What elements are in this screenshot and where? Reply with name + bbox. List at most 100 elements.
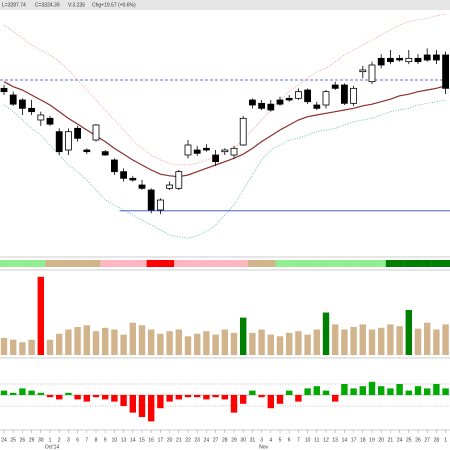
volume-bar: [304, 334, 311, 355]
candle-body: [92, 124, 100, 141]
volume-bar: [194, 333, 201, 355]
candle-body: [239, 117, 247, 146]
overlay-lower: [3, 99, 446, 239]
volume-bar: [249, 332, 256, 355]
month-label: Oct'14: [45, 444, 60, 450]
osc-bar: [0, 390, 8, 395]
candle-body: [258, 102, 266, 109]
trend-band: [54, 260, 64, 267]
osc-bar: [433, 384, 440, 395]
x-tick-label: 26: [20, 437, 26, 443]
x-tick-label: 24: [397, 437, 403, 443]
trend-band: [284, 260, 294, 267]
x-tick-label: 24: [1, 437, 7, 443]
osc-bar: [378, 386, 385, 395]
osc-bar: [304, 388, 311, 395]
volume-bar: [56, 333, 63, 355]
trend-band: [385, 260, 396, 267]
osc-bar: [138, 395, 146, 417]
trend-band: [275, 260, 285, 267]
candle-body: [313, 104, 321, 109]
osc-bar: [359, 386, 366, 395]
x-tick-label: 6: [288, 437, 291, 443]
osc-bar: [414, 386, 422, 395]
osc-bar: [387, 388, 394, 395]
volume-bar: [0, 338, 8, 355]
candle-body: [55, 131, 63, 153]
x-tick-label: 19: [369, 437, 375, 443]
volume-bar: [10, 339, 17, 355]
osc-bar: [221, 395, 228, 400]
osc-bar: [286, 390, 293, 395]
volume-bar: [74, 326, 81, 355]
candle-body: [37, 114, 45, 121]
trend-band: [63, 260, 74, 267]
volume-bar: [92, 331, 100, 355]
volume-bar: [424, 322, 431, 355]
candle-body: [212, 154, 220, 163]
trend-band: [137, 260, 147, 267]
candle-body: [120, 171, 127, 179]
osc-bar: [74, 395, 81, 400]
candle-body: [414, 57, 422, 63]
candle-body: [396, 57, 404, 61]
x-tick-label: 9: [104, 437, 107, 443]
volume-bar: [396, 326, 403, 355]
candle-body: [9, 94, 17, 105]
osc-bar: [19, 388, 26, 395]
x-tick-label: 25: [406, 437, 412, 443]
volume-bar: [120, 334, 127, 355]
trend-band: [422, 260, 432, 267]
volume-bar: [442, 324, 449, 355]
volume-bar: [175, 329, 182, 355]
volume-bar: [313, 329, 320, 355]
trend-band: [146, 260, 156, 267]
volume-bar: [129, 322, 136, 355]
x-tick-label: 28: [222, 437, 228, 443]
x-tick-label: 21: [176, 437, 182, 443]
x-tick-label: 25: [10, 437, 16, 443]
x-tick-label: 13: [332, 437, 338, 443]
osc-bar: [56, 395, 63, 400]
candle-body: [175, 171, 183, 189]
volume-bar: [65, 329, 72, 355]
candle-body: [322, 91, 330, 106]
x-tick-label: 1: [444, 437, 447, 443]
osc-bar: [350, 388, 357, 395]
osc-bar: [267, 395, 274, 409]
volume-bar: [322, 312, 330, 355]
x-tick-label: 17: [351, 437, 357, 443]
osc-bar: [240, 395, 247, 404]
candle-body: [442, 54, 450, 89]
osc-bar: [332, 395, 339, 402]
x-tick-label: 30: [38, 437, 44, 443]
osc-bar: [28, 390, 35, 395]
trend-band: [312, 260, 322, 267]
volume-bar: [102, 327, 109, 355]
candle-body: [423, 54, 431, 61]
trend-band: [293, 260, 304, 267]
volume-bar: [111, 329, 118, 355]
trend-band: [0, 260, 9, 267]
x-tick-label: 4: [269, 437, 272, 443]
osc-bar: [276, 395, 284, 404]
volume-bar: [267, 334, 274, 355]
volume-bar: [212, 334, 219, 355]
volume-bar: [405, 309, 412, 355]
volume-bar: [240, 317, 247, 355]
candle-body: [46, 117, 54, 125]
candle-body: [432, 54, 440, 61]
osc-bar: [424, 388, 431, 395]
trend-band: [376, 260, 386, 267]
candle-body: [276, 99, 284, 105]
x-tick-label: 12: [323, 437, 329, 443]
x-tick-label: 31: [250, 437, 256, 443]
volume-bar: [166, 331, 173, 355]
candle-body: [138, 184, 146, 189]
trend-band: [109, 260, 120, 267]
x-tick-label: 5: [279, 437, 282, 443]
osc-bar: [368, 381, 376, 395]
osc-bar: [166, 395, 173, 402]
osc-bar: [46, 395, 54, 398]
